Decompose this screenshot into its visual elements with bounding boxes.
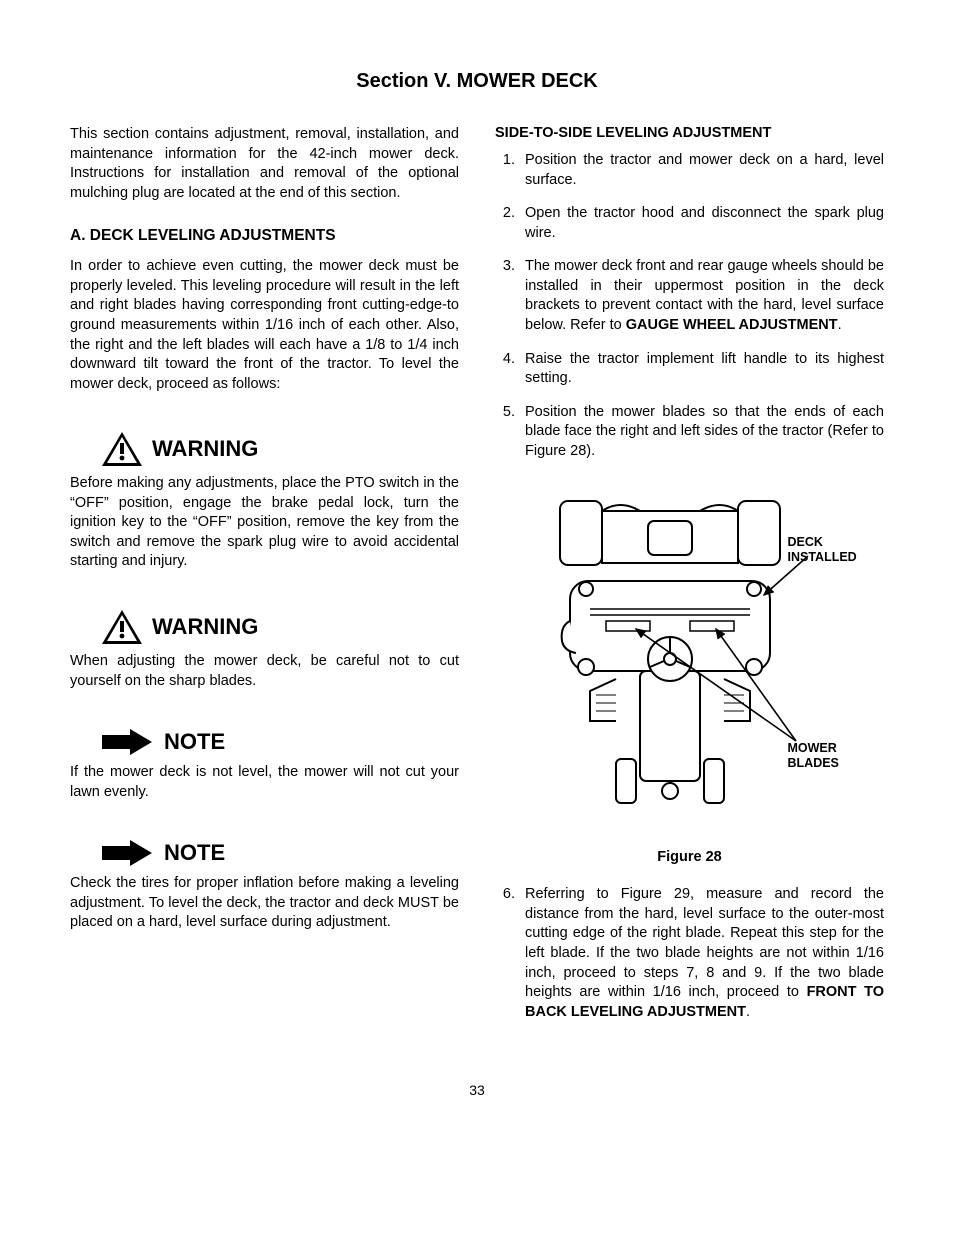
- warning-1-text: Before making any adjustments, place the…: [70, 474, 459, 572]
- note-header: NOTE: [100, 727, 459, 757]
- subsection-a-heading: A. DECK LEVELING ADJUSTMENTS: [70, 227, 459, 245]
- step-6-post: .: [746, 1004, 750, 1020]
- note-callout-1: NOTE If the mower deck is not level, the…: [70, 727, 459, 802]
- warning-triangle-icon: [100, 608, 144, 646]
- note-header: NOTE: [100, 838, 459, 868]
- figure-28: DECK INSTALLED MOWER BLADES: [520, 491, 860, 825]
- note-2-text: Check the tires for proper inflation bef…: [70, 874, 459, 933]
- side-to-side-heading: SIDE-TO-SIDE LEVELING ADJUSTMENT: [495, 125, 884, 141]
- left-column: This section contains adjustment, remova…: [70, 125, 459, 1042]
- warning-callout-2: WARNING When adjusting the mower deck, b…: [70, 608, 459, 691]
- steps-list-1-5: Position the tractor and mower deck on a…: [495, 151, 884, 461]
- subsection-a-paragraph: In order to achieve even cutting, the mo…: [70, 257, 459, 394]
- warning-label: WARNING: [152, 614, 258, 640]
- warning-header: WARNING: [100, 608, 459, 646]
- step-5: Position the mower blades so that the en…: [519, 403, 884, 462]
- step-3: The mower deck front and rear gauge whee…: [519, 257, 884, 335]
- note-label: NOTE: [164, 729, 225, 755]
- right-column: SIDE-TO-SIDE LEVELING ADJUSTMENT Positio…: [495, 125, 884, 1042]
- warning-callout-1: WARNING Before making any adjustments, p…: [70, 430, 459, 572]
- two-column-layout: This section contains adjustment, remova…: [70, 125, 884, 1042]
- figure-label-mower-blades: MOWER BLADES: [788, 741, 860, 771]
- warning-triangle-icon: [100, 430, 144, 468]
- warning-header: WARNING: [100, 430, 459, 468]
- figure-28-caption: Figure 28: [495, 849, 884, 865]
- note-callout-2: NOTE Check the tires for proper inflatio…: [70, 838, 459, 933]
- section-title: Section V. MOWER DECK: [70, 70, 884, 93]
- warning-label: WARNING: [152, 436, 258, 462]
- note-label: NOTE: [164, 840, 225, 866]
- steps-list-6: Referring to Figure 29, measure and reco…: [495, 885, 884, 1022]
- step-6: Referring to Figure 29, measure and reco…: [519, 885, 884, 1022]
- step-2: Open the tractor hood and disconnect the…: [519, 204, 884, 243]
- arrow-right-icon: [100, 727, 156, 757]
- warning-2-text: When adjusting the mower deck, be carefu…: [70, 652, 459, 691]
- intro-paragraph: This section contains adjustment, remova…: [70, 125, 459, 203]
- step-4: Raise the tractor implement lift handle …: [519, 350, 884, 389]
- step-3-bold: GAUGE WHEEL ADJUSTMENT: [626, 317, 838, 333]
- arrow-right-icon: [100, 838, 156, 868]
- step-1: Position the tractor and mower deck on a…: [519, 151, 884, 190]
- step-3-post: .: [838, 317, 842, 333]
- page-number: 33: [70, 1082, 884, 1098]
- figure-label-deck-installed: DECK INSTALLED: [788, 535, 860, 565]
- note-1-text: If the mower deck is not level, the mowe…: [70, 763, 459, 802]
